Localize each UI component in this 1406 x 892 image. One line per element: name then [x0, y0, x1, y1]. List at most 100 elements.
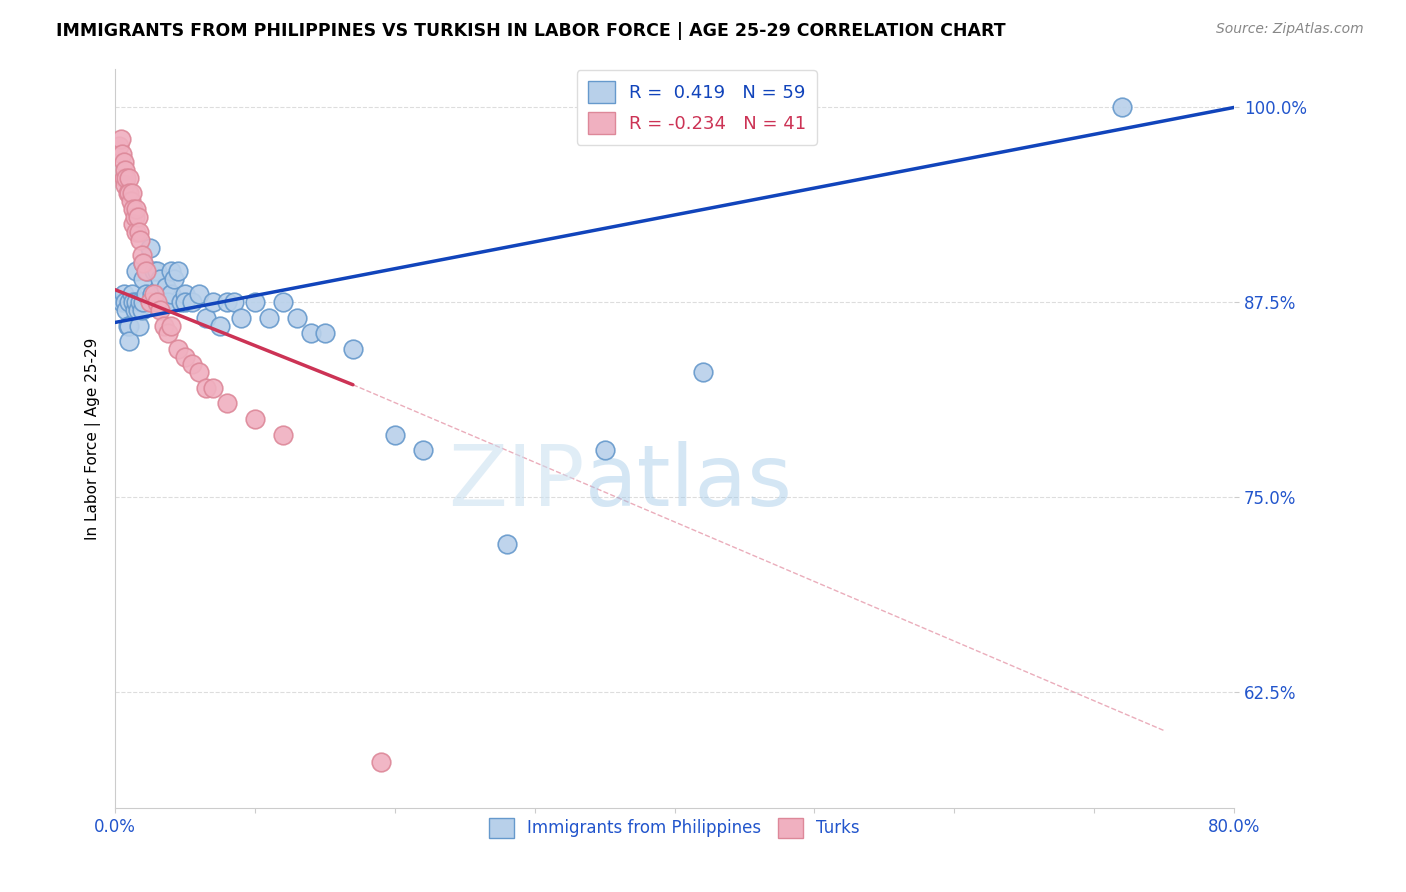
Text: IMMIGRANTS FROM PHILIPPINES VS TURKISH IN LABOR FORCE | AGE 25-29 CORRELATION CH: IMMIGRANTS FROM PHILIPPINES VS TURKISH I…	[56, 22, 1005, 40]
Point	[110, 131, 132, 145]
Point	[112, 287, 135, 301]
Text: ZIP: ZIP	[449, 442, 585, 524]
Point	[124, 210, 146, 224]
Point	[114, 178, 136, 193]
Point	[139, 295, 162, 310]
Point	[412, 443, 434, 458]
Y-axis label: In Labor Force | Age 25-29: In Labor Force | Age 25-29	[86, 337, 101, 540]
Point	[141, 287, 163, 301]
Point	[692, 365, 714, 379]
Point	[157, 326, 180, 341]
Point	[117, 186, 139, 201]
Point	[118, 295, 141, 310]
Point	[129, 295, 152, 310]
Point	[149, 272, 172, 286]
Point	[132, 256, 155, 270]
Point	[222, 295, 245, 310]
Point	[127, 210, 149, 224]
Point	[135, 287, 157, 301]
Point	[215, 295, 238, 310]
Point	[120, 194, 142, 208]
Point	[243, 295, 266, 310]
Point	[122, 217, 145, 231]
Point	[181, 295, 204, 310]
Point	[128, 225, 150, 239]
Point	[111, 295, 134, 310]
Point	[152, 295, 174, 310]
Point	[112, 155, 135, 169]
Point	[271, 295, 294, 310]
Point	[495, 536, 517, 550]
Point	[132, 295, 155, 310]
Point	[143, 264, 166, 278]
Point	[111, 147, 134, 161]
Point	[132, 272, 155, 286]
Point	[163, 272, 186, 286]
Point	[112, 170, 135, 185]
Point	[149, 302, 172, 317]
Point	[114, 162, 136, 177]
Text: Source: ZipAtlas.com: Source: ZipAtlas.com	[1216, 22, 1364, 37]
Point	[118, 334, 141, 348]
Point	[188, 287, 211, 301]
Point	[117, 318, 139, 333]
Point	[257, 310, 280, 325]
Point	[155, 279, 177, 293]
Point	[122, 202, 145, 216]
Point	[202, 295, 225, 310]
Point	[209, 318, 232, 333]
Point	[115, 170, 138, 185]
Point	[285, 310, 308, 325]
Point	[314, 326, 336, 341]
Point	[114, 295, 136, 310]
Point	[181, 358, 204, 372]
Point	[146, 295, 169, 310]
Point	[1111, 100, 1133, 114]
Point	[146, 295, 169, 310]
Point	[229, 310, 252, 325]
Point	[108, 139, 131, 153]
Point	[121, 287, 143, 301]
Point	[370, 755, 392, 769]
Point	[125, 295, 148, 310]
Point	[122, 295, 145, 310]
Point	[118, 318, 141, 333]
Point	[160, 264, 183, 278]
Point	[136, 264, 159, 278]
Point	[115, 302, 138, 317]
Point	[127, 302, 149, 317]
Point	[243, 412, 266, 426]
Point	[202, 381, 225, 395]
Point	[174, 295, 197, 310]
Point	[118, 186, 141, 201]
Point	[160, 287, 183, 301]
Point	[125, 202, 148, 216]
Point	[593, 443, 616, 458]
Point	[143, 287, 166, 301]
Point	[131, 248, 153, 262]
Point	[129, 233, 152, 247]
Point	[132, 256, 155, 270]
Point	[170, 295, 193, 310]
Point	[121, 186, 143, 201]
Point	[384, 427, 406, 442]
Point	[135, 264, 157, 278]
Point	[128, 318, 150, 333]
Point	[131, 302, 153, 317]
Point	[195, 310, 218, 325]
Point	[157, 295, 180, 310]
Point	[195, 381, 218, 395]
Point	[299, 326, 322, 341]
Point	[146, 264, 169, 278]
Point	[153, 318, 176, 333]
Point	[188, 365, 211, 379]
Legend: Immigrants from Philippines, Turks: Immigrants from Philippines, Turks	[482, 811, 866, 845]
Point	[139, 241, 162, 255]
Point	[118, 170, 141, 185]
Point	[125, 225, 148, 239]
Point	[124, 302, 146, 317]
Point	[174, 287, 197, 301]
Point	[342, 342, 364, 356]
Point	[125, 264, 148, 278]
Text: atlas: atlas	[585, 442, 793, 524]
